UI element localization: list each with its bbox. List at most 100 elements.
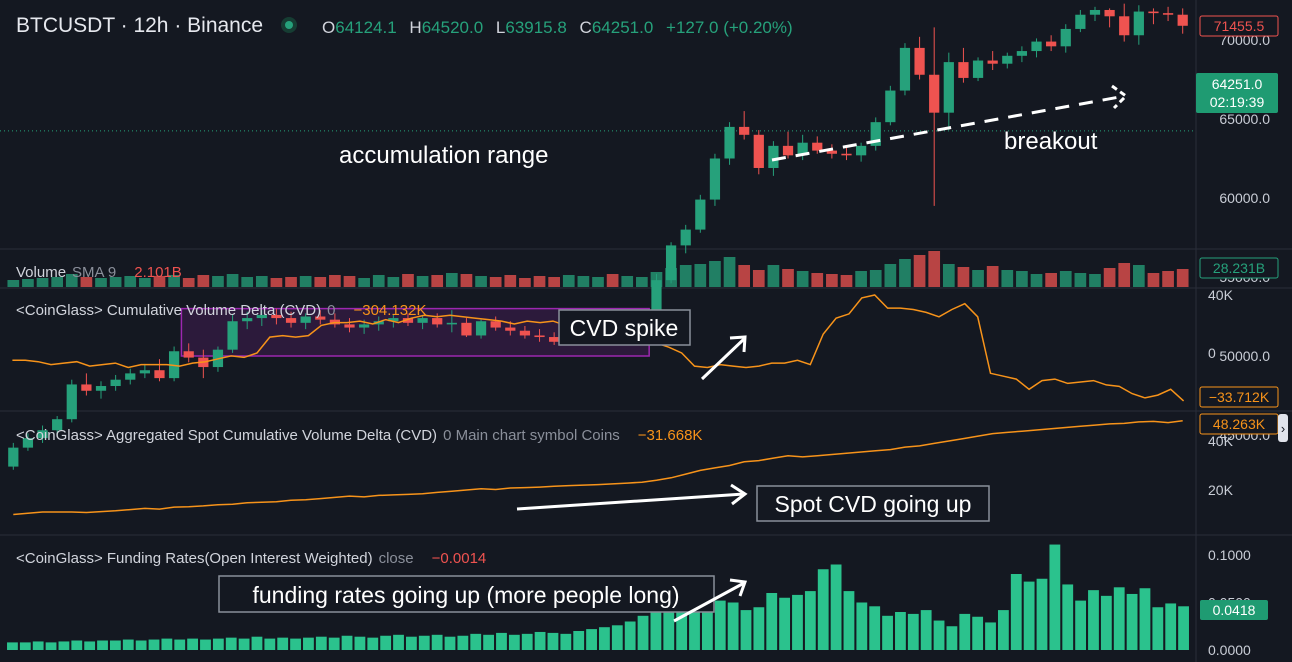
volume-bar: [1001, 270, 1014, 287]
candle: [417, 314, 428, 330]
volume-bar: [562, 275, 575, 287]
volume-bar: [957, 267, 970, 287]
spot-cvd-value: −31.668K: [638, 427, 703, 444]
volume-bar: [241, 277, 254, 287]
volume-bar: [65, 274, 78, 287]
candle: [285, 311, 297, 328]
volume-bar: [752, 270, 765, 287]
funding-bar: [740, 610, 752, 650]
spot-cvd-pane[interactable]: 40K 20K <CoinGlass> Aggregated Spot Cumul…: [13, 413, 1288, 522]
funding-bar: [1165, 603, 1177, 650]
cvd-param: 0: [327, 302, 335, 319]
funding-bar: [277, 637, 289, 650]
volume-bar: [255, 276, 268, 287]
funding-bar: [187, 638, 199, 650]
volume-bar: [519, 278, 531, 287]
funding-bar: [882, 615, 893, 650]
cvd-spike-callout[interactable]: CVD spike: [558, 309, 691, 346]
candle: [739, 111, 750, 140]
volume-bar: [489, 277, 502, 287]
volume-bar: [694, 264, 707, 287]
candle: [972, 57, 984, 82]
candle: [168, 346, 180, 382]
funding-bar: [457, 635, 469, 650]
ohlc-close: 64251.0: [592, 18, 653, 37]
volume-bar: [139, 278, 151, 287]
funding-bar: [290, 638, 301, 650]
volume-sma-value: 2.101B: [134, 264, 182, 281]
funding-bar: [611, 625, 623, 650]
funding-bar: [251, 636, 263, 650]
volume-bar: [942, 264, 955, 287]
volume-bar: [621, 276, 634, 287]
funding-bar: [650, 607, 662, 650]
funding-bar: [663, 591, 675, 650]
candle: [1046, 35, 1057, 52]
funding-bar: [161, 638, 173, 650]
funding-bar: [1088, 590, 1099, 650]
scroll-right-handle[interactable]: ›: [1278, 414, 1288, 442]
funding-bar: [174, 639, 186, 650]
funding-bar: [19, 642, 31, 650]
funding-callout[interactable]: funding rates going up (more people long…: [218, 575, 715, 613]
market-status-dot-icon: [285, 21, 293, 29]
volume-bar: [343, 276, 356, 287]
volume-bar: [592, 277, 604, 287]
funding-bar: [1113, 587, 1125, 650]
volume-bar: [153, 276, 166, 287]
candle: [987, 51, 998, 71]
funding-bar: [920, 610, 932, 650]
symbol-title[interactable]: BTCUSDT · 12h · Binance: [16, 14, 263, 37]
range-annotation[interactable]: accumulation range: [339, 142, 548, 169]
volume-label: Volume: [16, 264, 66, 281]
candle: [929, 27, 940, 206]
cvd-badge-text: −33.712K: [1209, 389, 1270, 405]
volume-bar: [811, 273, 824, 287]
funding-bar: [689, 579, 700, 650]
volume-bar: [1030, 274, 1043, 287]
cvd-value: −304.132K: [353, 302, 426, 319]
volume-bar: [606, 274, 619, 287]
volume-bar: [36, 278, 49, 287]
funding-bar: [354, 636, 366, 650]
funding-bar: [393, 634, 404, 650]
volume-pane[interactable]: Volume SMA 9 2.101B 28.231B: [7, 251, 1279, 287]
volume-badge-text: 28.231B: [1213, 260, 1265, 276]
candle: [855, 142, 867, 162]
funding-tick-label: 0.0000: [1208, 642, 1251, 658]
candle: [519, 325, 531, 339]
cvd-pane[interactable]: 40K 0 <CoinGlass> Cumulative Volume Delta…: [12, 287, 1279, 408]
funding-bar: [148, 639, 160, 650]
breakout-arrowhead: [1111, 84, 1129, 110]
volume-bar: [1162, 271, 1174, 287]
funding-bar: [444, 636, 456, 650]
funding-bar: [586, 629, 597, 650]
cvd-axis: 40K 0: [1208, 287, 1234, 361]
funding-bar: [534, 631, 546, 650]
breakout-trendline[interactable]: [771, 94, 1126, 162]
breakout-annotation[interactable]: breakout: [1004, 128, 1098, 155]
volume-bar: [387, 277, 400, 287]
funding-bar: [1036, 578, 1048, 650]
candle: [37, 425, 48, 443]
funding-bar: [1126, 593, 1138, 650]
spot-cvd-callout[interactable]: Spot CVD going up: [756, 485, 990, 522]
spot-cvd-tick-label: 40K: [1208, 433, 1234, 449]
funding-bar: [599, 627, 610, 650]
price-pane[interactable]: 70000.065000.060000.055000.050000.045000…: [0, 3, 1279, 470]
bar-countdown: 02:19:39: [1210, 94, 1265, 110]
volume-bar: [986, 266, 999, 287]
funding-bar: [714, 600, 726, 650]
volume-bar: [869, 270, 882, 287]
spot-cvd-legend: <CoinGlass> Aggregated Spot Cumulative V…: [16, 427, 702, 444]
funding-badge-text: 0.0418: [1213, 602, 1256, 618]
volume-bar: [197, 275, 210, 287]
candle: [958, 47, 969, 83]
funding-bar: [573, 631, 585, 650]
candle: [446, 310, 457, 333]
funding-bar: [1152, 607, 1164, 650]
candle: [1016, 46, 1028, 63]
